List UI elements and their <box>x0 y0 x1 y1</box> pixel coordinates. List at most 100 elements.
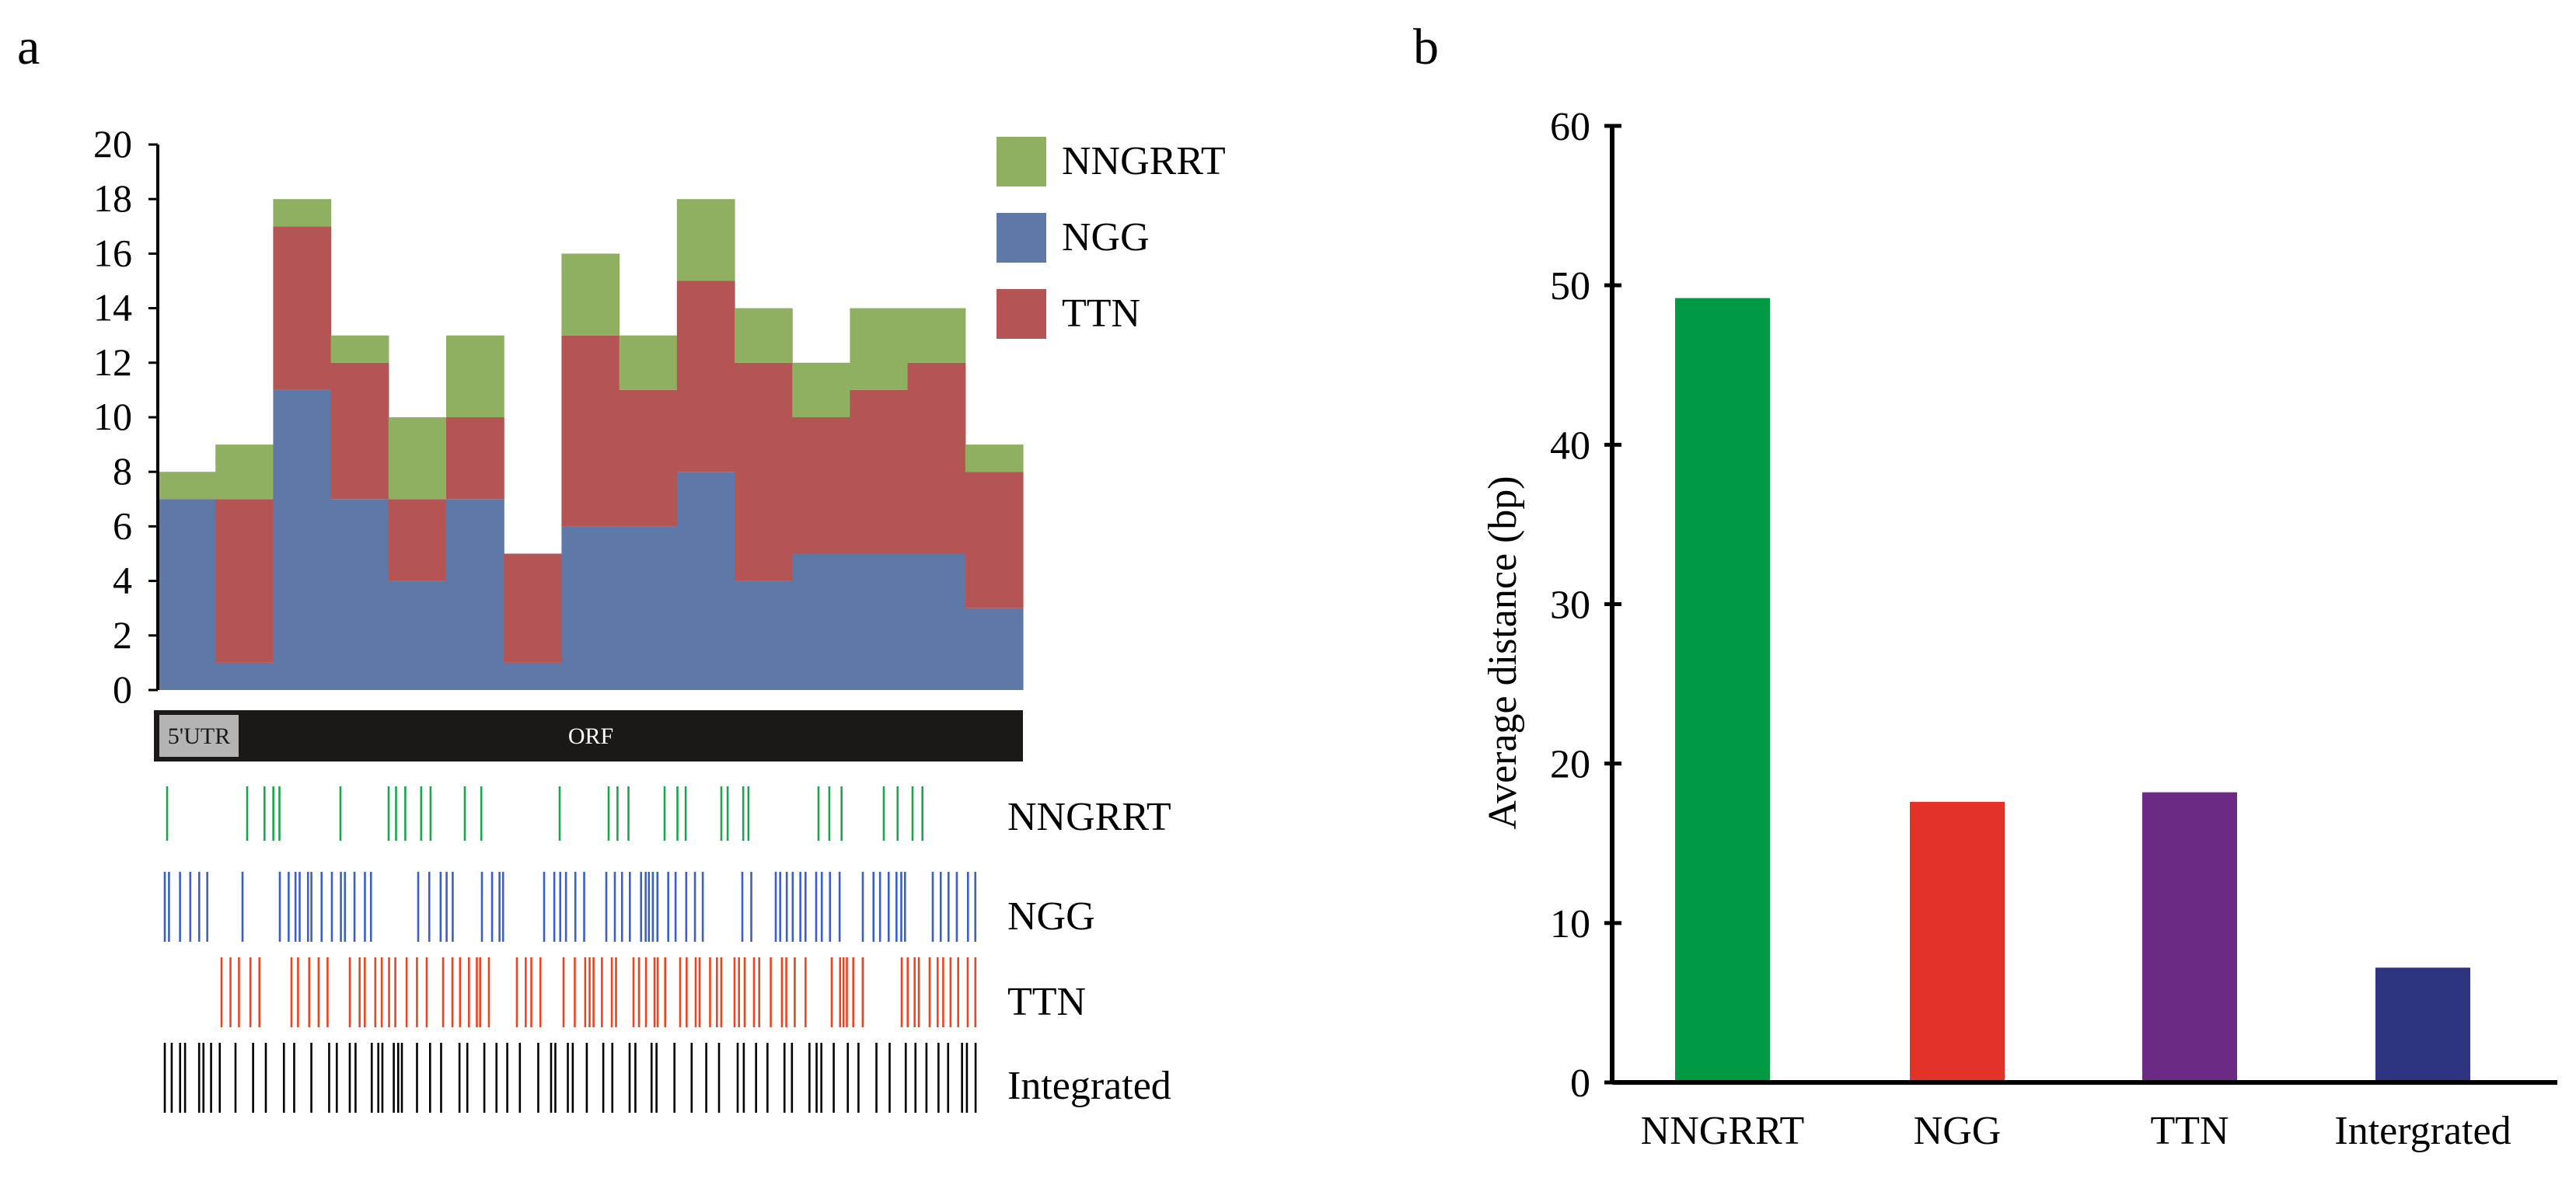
bar-ngg-10 <box>735 580 793 690</box>
legend-swatch-ngg <box>997 213 1046 263</box>
bar-ttn-3 <box>330 362 389 500</box>
legend-swatch-nngrrt <box>997 137 1046 186</box>
panel-b-label: b <box>1413 19 1439 75</box>
orf-label: ORF <box>568 723 613 749</box>
y-tick-label-a-14: 14 <box>93 286 132 329</box>
bar-ngg-6 <box>504 662 562 690</box>
bar-ngg-1 <box>215 662 274 690</box>
bar-nngrrt-12 <box>850 308 909 390</box>
bar-ttn-6 <box>504 553 562 663</box>
bar-nngrrt-2 <box>273 199 332 227</box>
bar-ttn-4 <box>388 499 447 581</box>
legend-label-ngg: NGG <box>1062 215 1150 260</box>
bar-nngrrt-11 <box>792 362 850 417</box>
y-tick-label-a-6: 6 <box>113 504 132 547</box>
x-tick-label-b-intergrated: Intergrated <box>2334 1109 2511 1153</box>
bar-ngg-3 <box>330 499 389 690</box>
bar-ttn-5 <box>446 417 504 500</box>
track-label-nngrrt: NNGRRT <box>1007 795 1171 839</box>
x-tick-label-b-ttn: TTN <box>2150 1109 2229 1153</box>
bar-nngrrt-9 <box>676 199 735 281</box>
y-tick-label-a-0: 0 <box>113 667 132 711</box>
gene-orf-bar <box>154 710 1023 762</box>
bar-nngrrt-14 <box>965 444 1024 472</box>
legend-swatch-ttn <box>997 289 1046 339</box>
y-tick-label-b-30: 30 <box>1550 584 1590 628</box>
utr-label: 5'UTR <box>168 723 230 749</box>
bar-ttn-10 <box>735 362 793 581</box>
bar-ngg-8 <box>619 526 678 690</box>
bar-b-intergrated <box>2375 967 2470 1082</box>
y-tick-label-b-60: 60 <box>1550 105 1590 149</box>
bar-chart-b: NNGRRT NGG TTN Intergrated 0 10 20 30 40 50 60 Av… <box>1481 105 2557 1153</box>
y-tick-label-a-16: 16 <box>93 231 132 274</box>
legend-a: NNGRRT NGG TTN <box>997 137 1226 339</box>
y-tick-label-a-8: 8 <box>113 449 132 493</box>
y-tick-label-a-18: 18 <box>93 176 132 220</box>
y-tick-label-b-50: 50 <box>1550 264 1590 308</box>
y-tick-label-b-20: 20 <box>1550 743 1590 787</box>
bar-ngg-0 <box>158 499 216 690</box>
y-axis-title-b: Average distance (bp) <box>1481 476 1525 829</box>
site-tracks: NNGRRT NGG TTN Integrated <box>163 786 1171 1113</box>
bar-b-nngrrt <box>1675 298 1770 1083</box>
bar-ngg-7 <box>561 526 620 690</box>
bar-ngg-9 <box>676 472 735 690</box>
gene-diagram: 5'UTR ORF <box>154 710 1023 762</box>
bar-b-ttn <box>2142 792 2237 1082</box>
x-tick-label-b-nngrrt: NNGRRT <box>1641 1109 1805 1153</box>
bar-ttn-12 <box>850 389 909 554</box>
bar-ttn-8 <box>619 389 678 527</box>
y-tick-label-a-20: 20 <box>93 122 132 166</box>
y-tick-label-b-0: 0 <box>1570 1061 1590 1106</box>
bar-nngrrt-1 <box>215 444 274 500</box>
bar-b-ngg <box>1910 801 2005 1082</box>
utr-box <box>159 715 239 757</box>
y-tick-label-a-12: 12 <box>93 340 132 384</box>
track-label-integrated: Integrated <box>1007 1064 1171 1108</box>
y-tick-label-b-10: 10 <box>1550 902 1590 946</box>
track-nngrrt <box>166 786 923 841</box>
bar-ngg-4 <box>388 580 447 690</box>
bar-ngg-12 <box>850 553 909 690</box>
x-tick-label-b-ngg: NGG <box>1914 1109 2002 1153</box>
track-label-ttn: TTN <box>1007 980 1086 1024</box>
bar-nngrrt-4 <box>388 417 447 500</box>
panel-a-label: a <box>17 19 40 75</box>
track-integrated <box>163 1043 977 1113</box>
bar-nngrrt-7 <box>561 253 620 336</box>
track-label-ngg: NGG <box>1007 894 1095 939</box>
y-tick-label-b-40: 40 <box>1550 423 1590 468</box>
y-tick-label-a-2: 2 <box>113 613 132 657</box>
bar-ttn-14 <box>965 472 1024 608</box>
bar-ttn-9 <box>676 281 735 472</box>
bar-ttn-2 <box>273 226 332 390</box>
stacked-bar-chart-a: 0 2 4 6 8 10 12 14 16 18 20 NNGRRT NGG TTN <box>93 122 1226 711</box>
bar-nngrrt-3 <box>330 335 389 363</box>
bar-nngrrt-13 <box>907 308 966 363</box>
bar-ngg-5 <box>446 499 504 690</box>
bar-ngg-14 <box>965 608 1024 690</box>
y-tick-label-a-10: 10 <box>93 395 132 438</box>
bar-ngg-13 <box>907 553 966 690</box>
bar-ngg-11 <box>792 553 850 690</box>
legend-label-nngrrt: NNGRRT <box>1062 139 1226 183</box>
legend-label-ttn: TTN <box>1062 291 1140 336</box>
bar-ttn-13 <box>907 362 966 554</box>
bar-nngrrt-5 <box>446 335 504 417</box>
stacked-bars <box>158 199 1024 690</box>
bar-ttn-11 <box>792 417 850 554</box>
y-tick-label-a-4: 4 <box>113 559 132 602</box>
track-ttn <box>220 957 977 1027</box>
bar-ngg-2 <box>273 389 332 690</box>
bars-b: NNGRRT NGG TTN Intergrated <box>1641 298 2511 1153</box>
y-axis-a: 0 2 4 6 8 10 12 14 16 18 20 <box>93 122 159 711</box>
bar-ttn-7 <box>561 335 620 527</box>
track-ngg <box>163 872 977 942</box>
bar-nngrrt-0 <box>158 472 216 500</box>
bar-nngrrt-8 <box>619 335 678 390</box>
bar-nngrrt-10 <box>735 308 793 363</box>
bar-ttn-1 <box>215 499 274 663</box>
y-axis-b: 0 10 20 30 40 50 60 <box>1550 105 2557 1106</box>
